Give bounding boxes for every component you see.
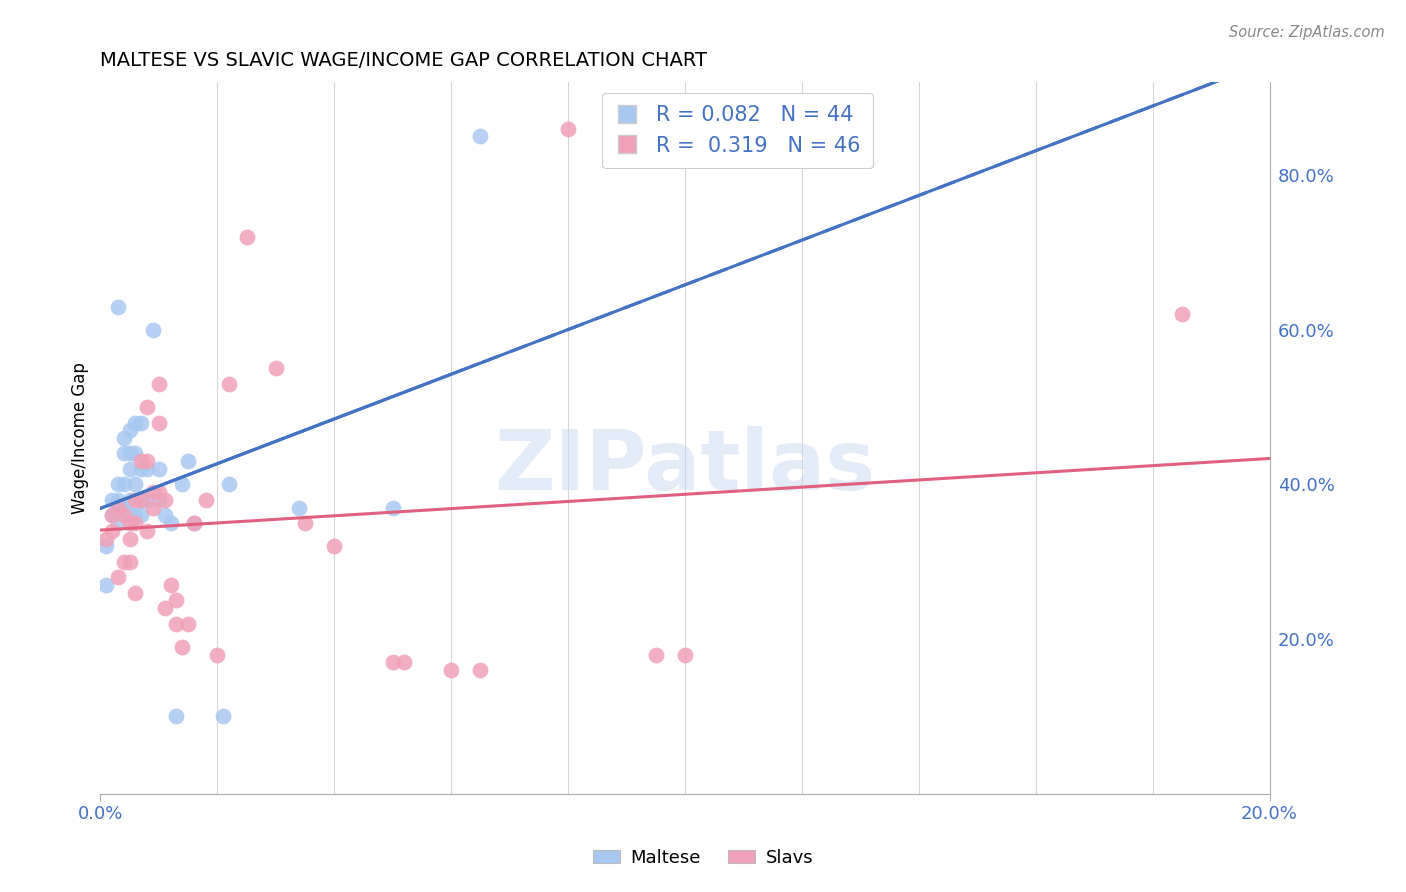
Point xyxy=(124,446,146,460)
Point xyxy=(440,663,463,677)
Point xyxy=(323,539,346,553)
Point xyxy=(264,361,287,376)
Point xyxy=(124,508,146,523)
Point xyxy=(177,616,200,631)
Text: MALTESE VS SLAVIC WAGE/INCOME GAP CORRELATION CHART: MALTESE VS SLAVIC WAGE/INCOME GAP CORREL… xyxy=(100,51,707,70)
Point xyxy=(124,516,146,530)
Point xyxy=(118,462,141,476)
Point xyxy=(235,230,257,244)
Point xyxy=(159,578,181,592)
Point xyxy=(101,524,124,538)
Point xyxy=(136,400,159,414)
Point xyxy=(1171,307,1194,321)
Point xyxy=(153,601,176,615)
Point xyxy=(107,300,129,314)
Point xyxy=(124,416,146,430)
Point xyxy=(112,431,135,445)
Point xyxy=(118,423,141,437)
Point xyxy=(96,578,118,592)
Point xyxy=(148,462,170,476)
Point xyxy=(142,500,165,515)
Point xyxy=(107,570,129,584)
Point xyxy=(136,454,159,468)
Point xyxy=(212,709,235,723)
Point xyxy=(129,492,152,507)
Point xyxy=(112,555,135,569)
Point xyxy=(112,477,135,491)
Point xyxy=(101,492,124,507)
Point xyxy=(124,492,146,507)
Point xyxy=(124,477,146,491)
Point xyxy=(172,477,194,491)
Point xyxy=(207,648,229,662)
Point xyxy=(112,508,135,523)
Point xyxy=(165,709,187,723)
Point xyxy=(118,532,141,546)
Point xyxy=(118,508,141,523)
Point xyxy=(101,508,124,523)
Point xyxy=(288,500,311,515)
Point xyxy=(165,616,187,631)
Point xyxy=(107,500,129,515)
Point xyxy=(177,454,200,468)
Point xyxy=(136,462,159,476)
Point xyxy=(112,500,135,515)
Point xyxy=(159,516,181,530)
Point xyxy=(148,416,170,430)
Point xyxy=(148,485,170,500)
Point xyxy=(673,648,696,662)
Point xyxy=(183,516,205,530)
Point xyxy=(96,532,118,546)
Point xyxy=(142,485,165,500)
Y-axis label: Wage/Income Gap: Wage/Income Gap xyxy=(72,362,89,514)
Point xyxy=(148,376,170,391)
Point xyxy=(557,121,579,136)
Point xyxy=(118,446,141,460)
Text: Source: ZipAtlas.com: Source: ZipAtlas.com xyxy=(1229,25,1385,40)
Point xyxy=(118,555,141,569)
Point xyxy=(124,585,146,599)
Point xyxy=(381,655,404,669)
Legend: R = 0.082   N = 44, R =  0.319   N = 46: R = 0.082 N = 44, R = 0.319 N = 46 xyxy=(602,93,873,169)
Point xyxy=(107,516,129,530)
Point xyxy=(107,477,129,491)
Point xyxy=(644,648,666,662)
Point xyxy=(118,516,141,530)
Point xyxy=(183,516,205,530)
Point xyxy=(294,516,316,530)
Point xyxy=(129,492,152,507)
Point xyxy=(394,655,416,669)
Point xyxy=(218,477,240,491)
Point xyxy=(470,129,492,144)
Point xyxy=(172,640,194,654)
Point xyxy=(101,508,124,523)
Point xyxy=(153,508,176,523)
Point xyxy=(165,593,187,607)
Point xyxy=(381,500,404,515)
Point xyxy=(118,516,141,530)
Point xyxy=(129,454,152,468)
Point xyxy=(218,376,240,391)
Text: ZIPatlas: ZIPatlas xyxy=(495,426,876,507)
Point xyxy=(194,492,217,507)
Point xyxy=(112,446,135,460)
Point xyxy=(136,492,159,507)
Point xyxy=(129,416,152,430)
Legend: Maltese, Slavs: Maltese, Slavs xyxy=(585,842,821,874)
Point xyxy=(118,492,141,507)
Point xyxy=(153,492,176,507)
Point xyxy=(136,524,159,538)
Point xyxy=(470,663,492,677)
Point xyxy=(107,500,129,515)
Point xyxy=(129,462,152,476)
Point xyxy=(129,508,152,523)
Point xyxy=(107,492,129,507)
Point xyxy=(142,323,165,337)
Point xyxy=(148,492,170,507)
Point xyxy=(112,508,135,523)
Point xyxy=(96,539,118,553)
